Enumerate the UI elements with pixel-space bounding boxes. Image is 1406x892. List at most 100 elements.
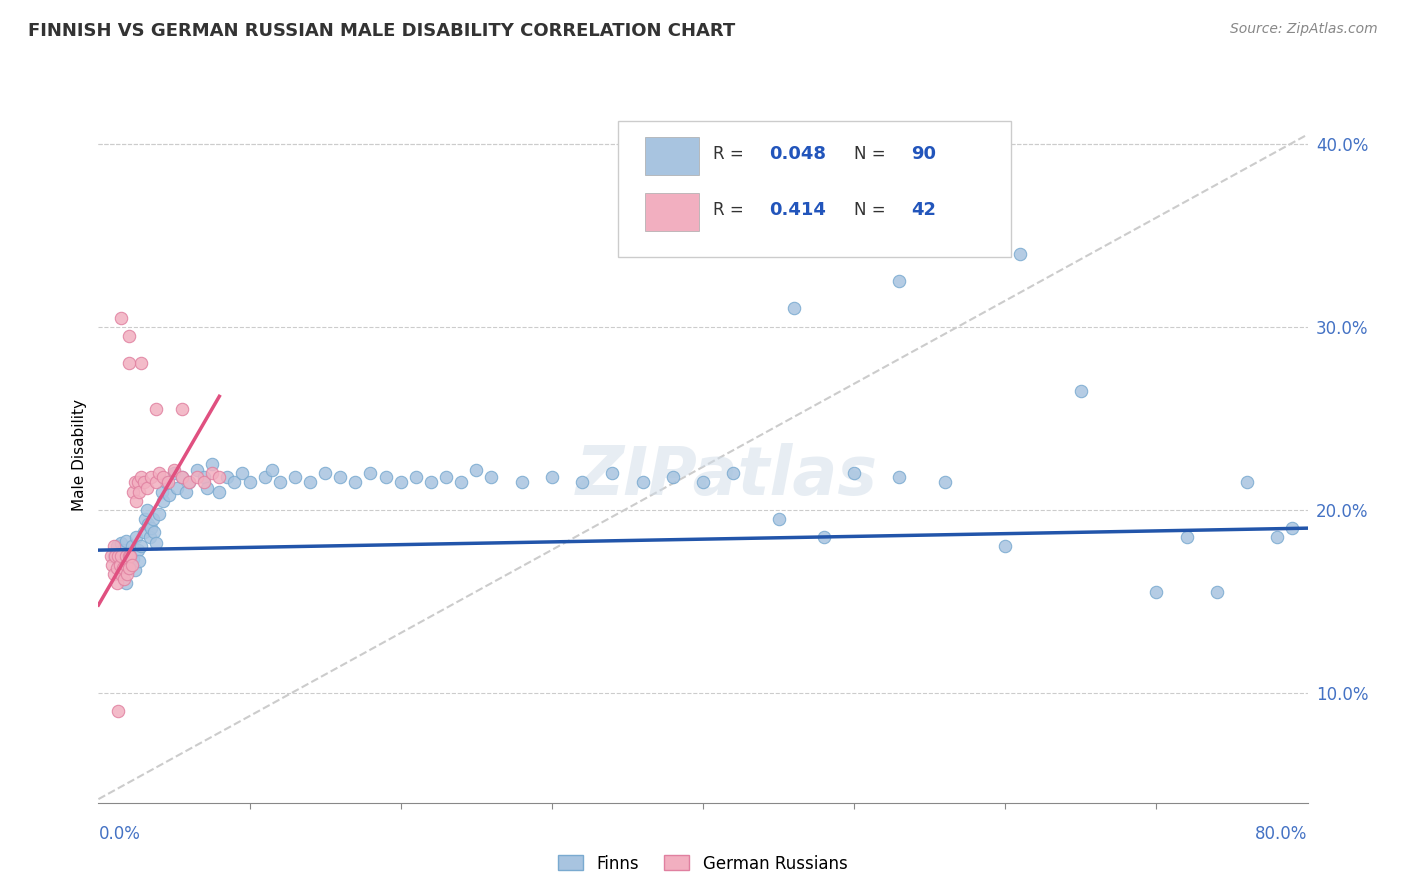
Text: 42: 42 xyxy=(911,201,936,219)
Point xyxy=(132,524,155,539)
Point xyxy=(108,558,131,572)
Text: 0.048: 0.048 xyxy=(769,145,827,163)
Point xyxy=(105,561,128,575)
Point xyxy=(768,512,790,526)
Point xyxy=(110,536,132,550)
Point xyxy=(201,467,224,481)
Point xyxy=(128,484,150,499)
Point xyxy=(145,475,167,490)
Point xyxy=(239,475,262,490)
Point xyxy=(465,462,488,476)
Point xyxy=(114,549,136,563)
Point xyxy=(127,475,149,490)
Point xyxy=(120,549,142,563)
Point xyxy=(114,576,136,591)
FancyBboxPatch shape xyxy=(619,121,1011,257)
Text: 0.414: 0.414 xyxy=(769,201,827,219)
Point xyxy=(129,470,152,484)
Point xyxy=(118,559,141,574)
Point xyxy=(434,470,457,484)
Point xyxy=(122,552,145,566)
Text: Source: ZipAtlas.com: Source: ZipAtlas.com xyxy=(1230,22,1378,37)
Point xyxy=(420,475,443,490)
Point xyxy=(215,470,238,484)
Point xyxy=(844,467,866,481)
Point xyxy=(193,470,215,484)
Point xyxy=(179,475,201,490)
Point xyxy=(118,329,141,343)
Point xyxy=(994,540,1017,554)
Point xyxy=(170,470,193,484)
Point xyxy=(692,475,714,490)
Point xyxy=(889,470,911,484)
Point xyxy=(118,356,141,370)
Point xyxy=(889,274,911,288)
Bar xyxy=(645,137,699,175)
Point xyxy=(1236,475,1258,490)
Point xyxy=(121,558,143,572)
Point xyxy=(299,475,322,490)
Point xyxy=(141,521,163,535)
Point xyxy=(112,558,135,572)
Point xyxy=(132,475,155,490)
Text: ZIPatlas: ZIPatlas xyxy=(576,442,879,508)
Point xyxy=(1070,384,1092,398)
Point xyxy=(163,467,186,481)
Point xyxy=(103,540,125,554)
Point xyxy=(1206,585,1229,599)
Point xyxy=(540,470,562,484)
Point xyxy=(1281,521,1303,535)
Point xyxy=(148,467,170,481)
Point xyxy=(103,566,125,581)
Text: FINNISH VS GERMAN RUSSIAN MALE DISABILITY CORRELATION CHART: FINNISH VS GERMAN RUSSIAN MALE DISABILIT… xyxy=(28,22,735,40)
Point xyxy=(602,467,624,481)
Point xyxy=(231,467,253,481)
Point xyxy=(269,475,291,490)
Point xyxy=(344,475,367,490)
Point xyxy=(170,470,193,484)
Point xyxy=(107,554,129,568)
Point xyxy=(105,540,128,554)
Point xyxy=(208,484,231,499)
Point xyxy=(128,554,150,568)
Point xyxy=(195,481,218,495)
Point xyxy=(186,462,208,476)
Y-axis label: Male Disability: Male Disability xyxy=(72,399,87,511)
Point xyxy=(120,550,142,565)
Point xyxy=(405,470,427,484)
Point xyxy=(737,237,759,252)
Point xyxy=(1175,530,1198,544)
Point xyxy=(129,356,152,370)
Point xyxy=(114,558,136,572)
Point xyxy=(105,576,128,591)
Point xyxy=(115,566,138,581)
Point xyxy=(723,467,745,481)
Point xyxy=(129,540,152,554)
Point xyxy=(118,561,141,575)
Point xyxy=(156,475,179,490)
Text: N =: N = xyxy=(855,145,886,163)
Point xyxy=(174,484,197,499)
Point xyxy=(389,475,412,490)
Point xyxy=(314,467,336,481)
Point xyxy=(139,530,162,544)
Point xyxy=(813,530,835,544)
Point xyxy=(125,530,148,544)
Point xyxy=(101,558,124,572)
Point xyxy=(159,488,181,502)
Point xyxy=(155,475,177,490)
Point xyxy=(110,566,132,581)
Text: 0.0%: 0.0% xyxy=(98,825,141,843)
Point xyxy=(136,517,159,532)
Point xyxy=(118,549,141,563)
Point xyxy=(114,533,136,548)
Point xyxy=(481,470,503,484)
Point xyxy=(284,470,307,484)
Point xyxy=(631,475,654,490)
Point xyxy=(108,561,131,575)
Point xyxy=(107,549,129,563)
Point xyxy=(124,563,146,577)
Text: R =: R = xyxy=(713,145,748,163)
Point xyxy=(122,484,145,499)
Point xyxy=(662,470,685,484)
